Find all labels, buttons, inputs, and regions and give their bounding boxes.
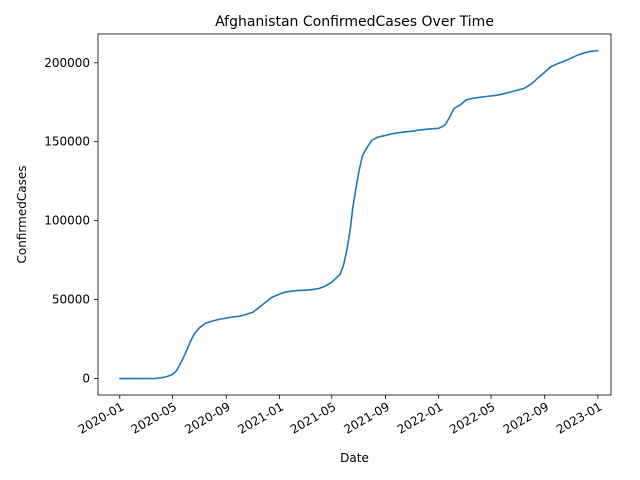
chart-title: Afghanistan ConfirmedCases Over Time [215, 14, 494, 30]
y-tick-label: 200000 [44, 56, 90, 70]
y-axis-ticks: 0 50000 100000 150000 200000 [44, 56, 98, 386]
x-axis-title: Date [340, 451, 369, 465]
y-tick-label: 150000 [44, 135, 90, 149]
axes-frame [97, 33, 612, 396]
y-tick-label: 50000 [52, 293, 90, 307]
y-axis-title: ConfirmedCases [15, 166, 29, 264]
plot-area [119, 49, 599, 380]
y-tick-label: 0 [82, 372, 90, 386]
y-tick-label: 100000 [44, 214, 90, 228]
series-line [119, 49, 599, 380]
